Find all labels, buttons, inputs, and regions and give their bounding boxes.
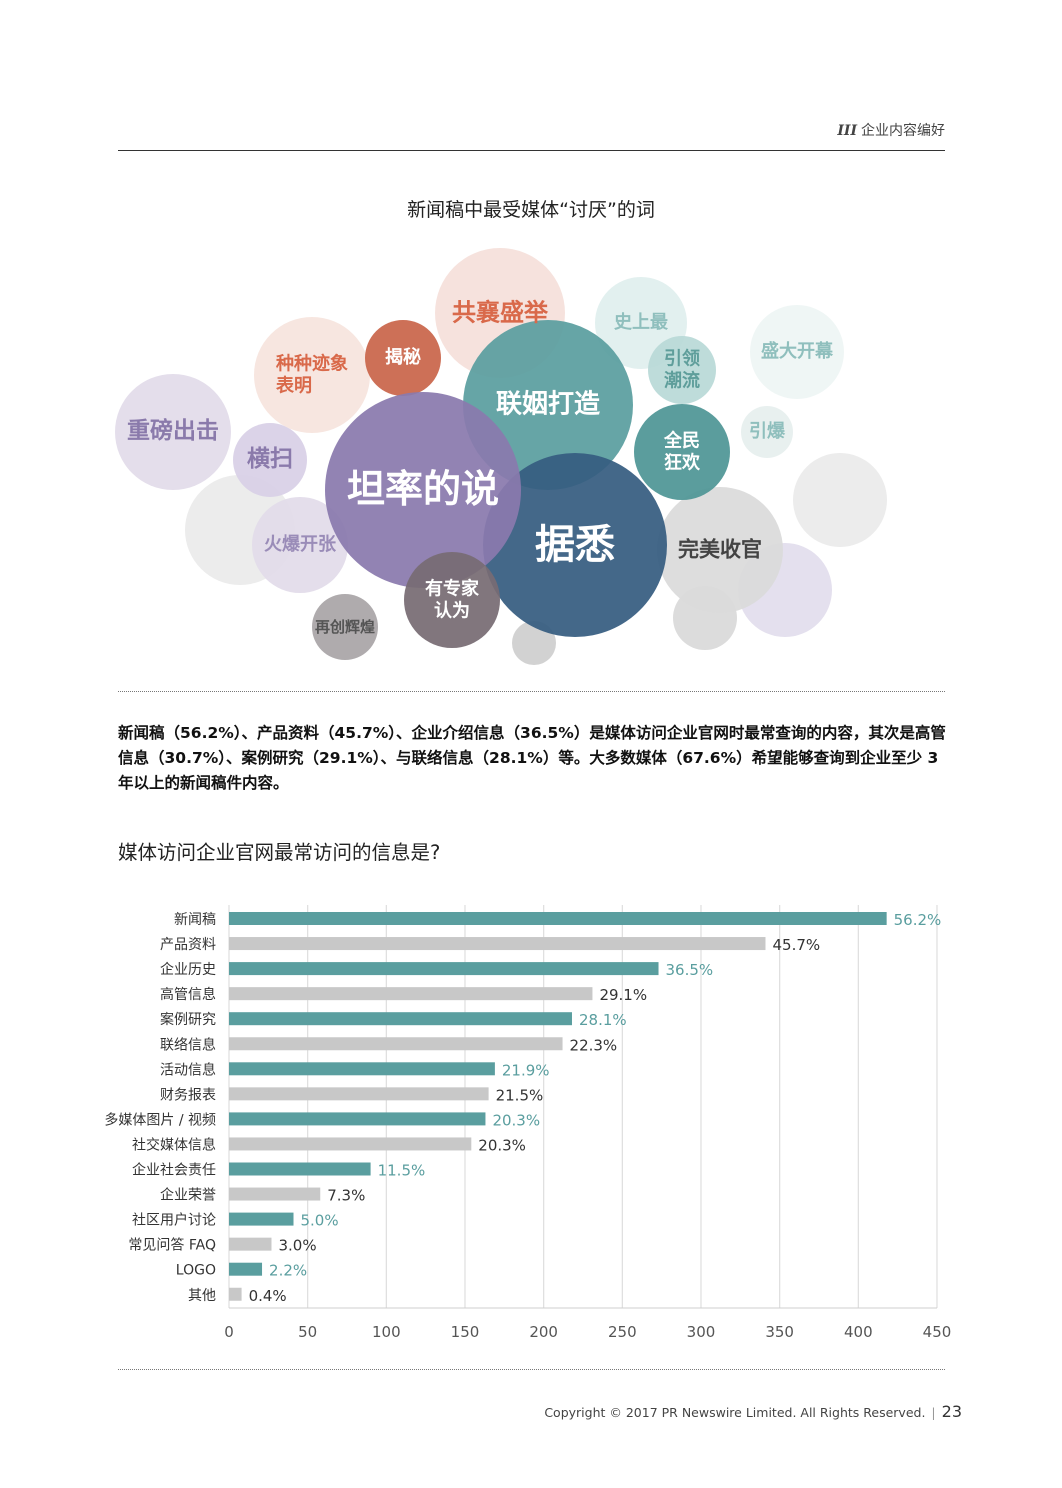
bubble (233, 423, 307, 497)
x-tick-label: 200 (529, 1323, 558, 1341)
data-label: 28.1% (579, 1011, 627, 1029)
data-label: 21.5% (496, 1086, 544, 1104)
category-label: 社交媒体信息 (132, 1136, 216, 1153)
bubble (365, 320, 441, 396)
category-label: 多媒体图片 / 视频 (104, 1111, 216, 1128)
bubble (648, 336, 716, 404)
bubble (483, 453, 667, 637)
bar (229, 1262, 263, 1276)
section-header: III 企业内容编好 (837, 120, 945, 140)
data-label: 7.3% (327, 1187, 365, 1205)
data-label: 0.4% (249, 1287, 287, 1305)
x-tick-label: 100 (372, 1323, 401, 1341)
category-label: 其他 (188, 1288, 216, 1304)
header-rule (118, 150, 945, 151)
x-tick-label: 150 (451, 1323, 480, 1341)
category-label: 企业荣誉 (160, 1187, 216, 1204)
data-label: 21.9% (502, 1061, 550, 1079)
section-numeral: III (837, 123, 857, 139)
data-label: 20.3% (492, 1111, 540, 1129)
bubble-chart (115, 248, 887, 665)
bubble-chart-title: 新闻稿中最受媒体“讨厌”的词 (407, 199, 655, 221)
data-label: 29.1% (599, 986, 647, 1004)
bar (229, 937, 766, 951)
category-label: 企业社会责任 (132, 1162, 216, 1179)
category-label: 财务报表 (160, 1087, 216, 1103)
bar-chart-title: 媒体访问企业官网最常访问的信息是? (118, 841, 441, 864)
data-label: 2.2% (269, 1262, 307, 1280)
bar-chart: 0 50 100 150 200 250 300 350 400 450 新闻稿 56.2% 产品资料 4… (104, 905, 952, 1341)
footer-separator: | (931, 1405, 936, 1420)
bar (229, 1012, 572, 1026)
data-label: 56.2% (894, 911, 942, 929)
bar (229, 1087, 489, 1101)
bubble (404, 552, 500, 648)
footer: Copyright © 2017 PR Newswire Limited. Al… (544, 1402, 962, 1421)
x-tick-label: 50 (298, 1323, 317, 1341)
decorative-bubble (512, 621, 556, 665)
bubble (252, 497, 348, 593)
bar (229, 1287, 242, 1301)
category-label: 企业历史 (160, 961, 216, 978)
data-label: 20.3% (478, 1136, 526, 1154)
summary-paragraph: 新闻稿（56.2%）、产品资料（45.7%）、企业介绍信息（36.5%）是媒体访… (118, 724, 946, 792)
bubble (115, 374, 231, 490)
bar (229, 1187, 321, 1201)
bar (229, 1237, 272, 1251)
bar (229, 987, 593, 1001)
data-label: 5.0% (301, 1212, 339, 1230)
bar (229, 1162, 371, 1176)
x-tick-label: 400 (844, 1323, 873, 1341)
bubble (657, 487, 783, 613)
data-label: 11.5% (378, 1162, 426, 1180)
divider (118, 691, 945, 692)
bubble (750, 305, 844, 399)
category-label: 活动信息 (160, 1061, 216, 1078)
data-label: 36.5% (666, 961, 714, 979)
bar (229, 962, 659, 976)
bar (229, 1212, 294, 1226)
category-label: 联络信息 (160, 1036, 216, 1053)
decorative-bubble (793, 453, 887, 547)
x-tick-label: 0 (224, 1323, 234, 1341)
page-number: 23 (941, 1402, 962, 1421)
category-label: 案例研究 (160, 1011, 216, 1028)
bar (229, 1037, 563, 1051)
x-tick-label: 250 (608, 1323, 637, 1341)
bubble (312, 594, 378, 660)
copyright: Copyright © 2017 PR Newswire Limited. Al… (544, 1405, 926, 1420)
category-label: LOGO (176, 1263, 216, 1279)
category-label: 高管信息 (160, 986, 216, 1003)
bar (229, 912, 887, 925)
bubble (325, 392, 521, 588)
divider (118, 1369, 945, 1370)
x-tick-label: 450 (923, 1323, 952, 1341)
section-title: 企业内容编好 (861, 123, 945, 139)
category-label: 产品资料 (160, 937, 216, 953)
data-label: 22.3% (570, 1036, 618, 1054)
category-label: 常见问答 FAQ (128, 1237, 216, 1254)
bar (229, 1062, 495, 1076)
bubble (634, 404, 730, 500)
bar (229, 1137, 472, 1151)
data-label: 45.7% (773, 936, 821, 954)
bubble (254, 317, 370, 433)
x-tick-label: 300 (687, 1323, 716, 1341)
x-tick-label: 350 (765, 1323, 794, 1341)
category-label: 社区用户讨论 (132, 1212, 216, 1229)
bubble (741, 406, 793, 458)
category-label: 新闻稿 (174, 912, 216, 928)
bar (229, 1112, 486, 1126)
data-label: 3.0% (278, 1237, 316, 1255)
